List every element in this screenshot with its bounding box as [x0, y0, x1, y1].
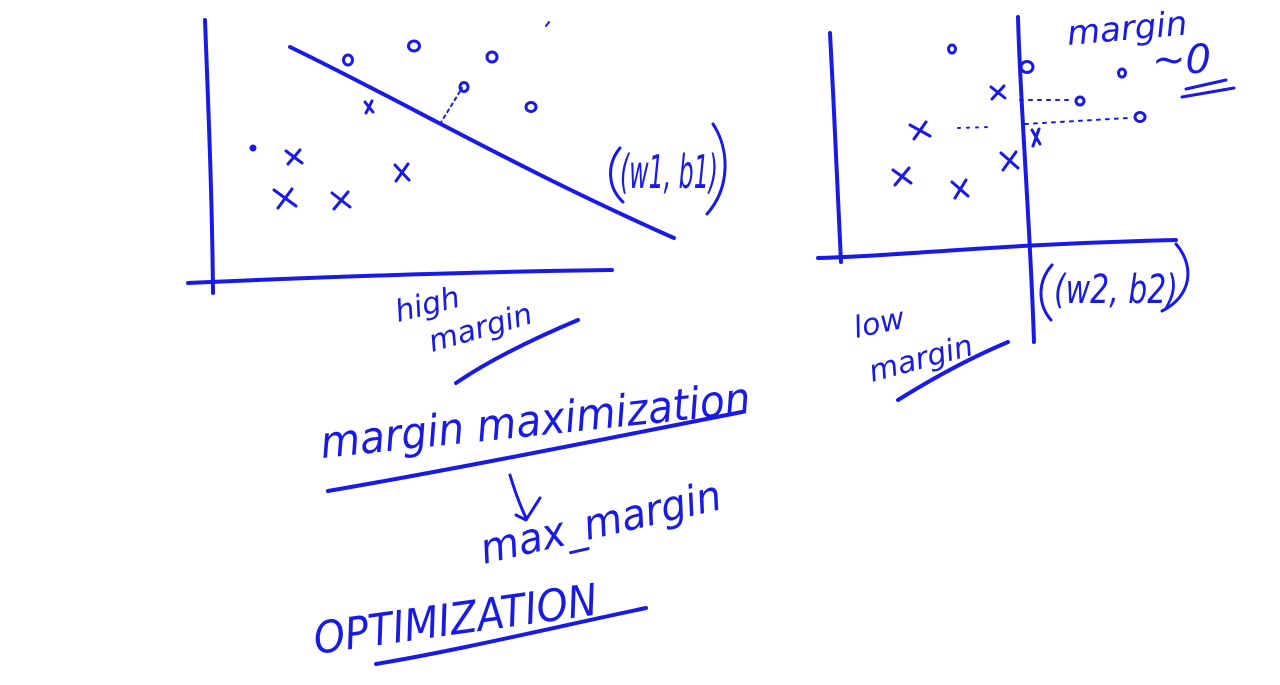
notes-line3: OPTIMIZATION: [310, 575, 600, 665]
cross-point: [891, 166, 913, 187]
left-x-axis: [186, 268, 614, 285]
circle-point: [1074, 95, 1086, 107]
right-params-label: (w2, b2): [1039, 242, 1190, 322]
left-margin-line: [439, 87, 463, 125]
right-params-text: (w2, b2): [1054, 267, 1178, 313]
left-caption-underline: [454, 318, 580, 385]
left-paren-close: [705, 122, 727, 216]
left-separating-line: [288, 45, 676, 240]
cross-point: [363, 99, 375, 115]
cross-point: [950, 178, 970, 200]
cross-point: [284, 148, 304, 166]
right-margin-dash: [957, 126, 991, 129]
left-figure: (w1, b1) high margin: [186, 18, 727, 385]
right-separating-line: [1016, 15, 1036, 344]
circle-point: [458, 81, 470, 93]
right-annotation-line2: ~0: [1152, 37, 1211, 83]
right-class-crosses: [891, 84, 1042, 200]
left-params-text: (w1, b1): [620, 145, 718, 199]
right-annotation-underline: [1180, 78, 1236, 99]
cross-point: [908, 120, 932, 141]
cross-point: [1030, 127, 1042, 148]
cross-point: [393, 162, 411, 183]
notes-line3-underline: [374, 606, 648, 666]
circle-point: [524, 101, 538, 113]
circle-point: [1133, 111, 1147, 123]
circle-point: [407, 39, 421, 53]
left-class-crosses: [249, 99, 411, 211]
cross-point: [272, 187, 298, 210]
right-class-circles: [947, 43, 1147, 123]
down-arrow: [508, 473, 542, 522]
right-paren-open: [1039, 263, 1054, 322]
left-paren-open: [609, 146, 625, 204]
circle-point: [485, 50, 499, 64]
circle-point: [342, 53, 354, 67]
circle-point: [1019, 60, 1035, 74]
stray-mark: [545, 21, 550, 27]
right-caption-line1: low: [850, 301, 908, 346]
right-paren-close: [1160, 242, 1190, 313]
stray-dot: [249, 144, 257, 152]
left-class-circles: [342, 21, 550, 113]
left-y-axis: [203, 18, 215, 295]
notes: margin maximization max_margin OPTIMIZAT…: [310, 373, 753, 666]
cross-point: [999, 150, 1020, 172]
right-y-axis: [828, 31, 843, 264]
right-dashed-lines: [957, 99, 1129, 129]
right-figure: margin ~0 (w2, b2) low margin: [816, 4, 1236, 402]
left-params-label: (w1, b1): [609, 122, 727, 216]
circle-point: [1117, 67, 1127, 79]
cross-point: [330, 190, 352, 211]
notes-heading-underline: [326, 410, 744, 493]
right-margin-dash: [1024, 117, 1129, 125]
right-x-axis: [816, 238, 1178, 260]
right-caption-underline: [896, 340, 1010, 402]
circle-point: [947, 43, 957, 55]
cross-point: [989, 84, 1007, 101]
